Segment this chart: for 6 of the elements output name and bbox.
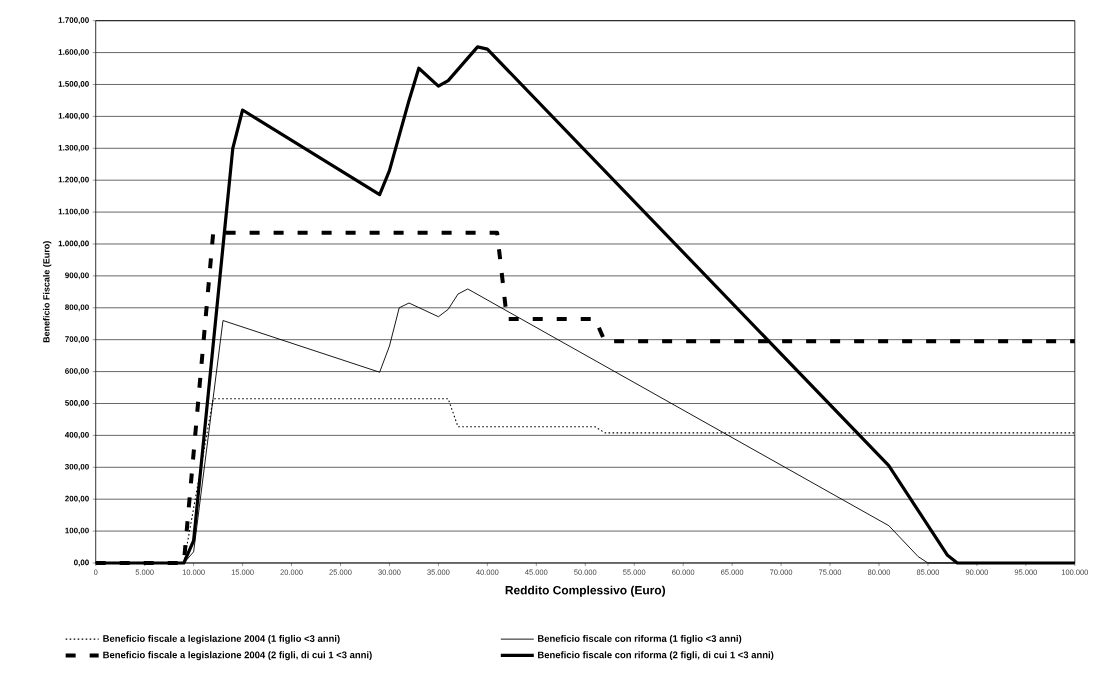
legend-label: Beneficio fiscale a legislazione 2004 (2 figli, di cui 1 <3 anni) <box>103 651 372 661</box>
legend-label: Beneficio fiscale con riforma (1 figlio <3 anni) <box>538 634 742 644</box>
x-axis-title: Reddito Complessivo (Euro) <box>505 585 666 597</box>
legend-label: Beneficio fiscale a legislazione 2004 (1 figlio <3 anni) <box>103 634 340 644</box>
y-axis-title: Beneficio Fiscale (Euro) <box>42 241 52 343</box>
legend-label: Beneficio fiscale con riforma (2 figli, di cui 1 <3 anni) <box>538 651 774 661</box>
